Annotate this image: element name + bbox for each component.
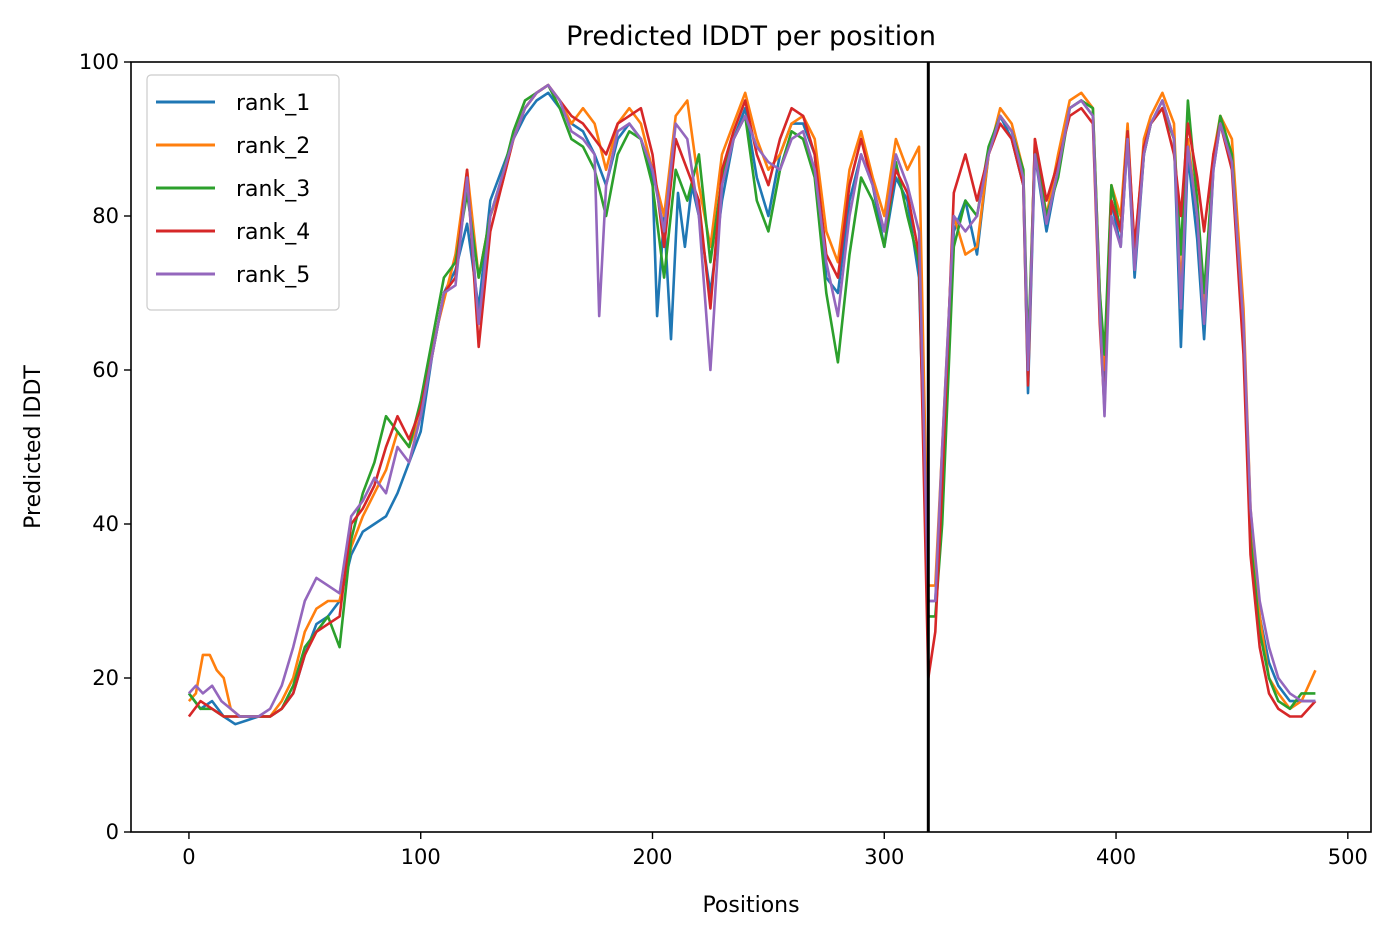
y-tick-label: 20	[92, 666, 119, 690]
x-tick-label: 100	[401, 845, 441, 869]
chart-title: Predicted lDDT per position	[566, 21, 936, 52]
legend-label: rank_4	[236, 220, 310, 245]
series-layer	[187, 62, 1317, 832]
series-line-rank-1	[187, 91, 1316, 726]
y-tick-label: 0	[106, 820, 119, 844]
y-axis: 0 20 40 60 80 100	[79, 50, 131, 844]
y-tick-label: 100	[79, 50, 119, 74]
series-line-rank-4	[187, 83, 1317, 718]
series-line-rank-2	[187, 83, 1317, 718]
y-tick-label: 40	[92, 512, 119, 536]
x-tick-label: 0	[182, 845, 195, 869]
plot-frame	[130, 61, 1372, 833]
x-tick-label: 200	[632, 845, 672, 869]
y-tick-label: 60	[92, 358, 119, 382]
legend-label: rank_3	[236, 177, 310, 202]
legend: rank_1 rank_2 rank_3 rank_4 rank_5	[146, 74, 340, 311]
x-tick-label: 500	[1328, 845, 1368, 869]
y-tick-label: 80	[92, 204, 119, 228]
series-line-rank-3	[187, 83, 1316, 718]
x-tick-label: 400	[1096, 845, 1136, 869]
series-line-rank-5	[187, 83, 1316, 718]
legend-box	[146, 74, 340, 311]
y-axis-title: Predicted lDDT	[21, 365, 46, 529]
x-axis: 0 100 200 300 400 500	[182, 832, 1368, 869]
x-tick-label: 300	[864, 845, 904, 869]
legend-label: rank_1	[236, 91, 310, 116]
legend-label: rank_5	[236, 263, 310, 288]
legend-label: rank_2	[236, 134, 310, 159]
x-axis-title: Positions	[702, 893, 799, 918]
